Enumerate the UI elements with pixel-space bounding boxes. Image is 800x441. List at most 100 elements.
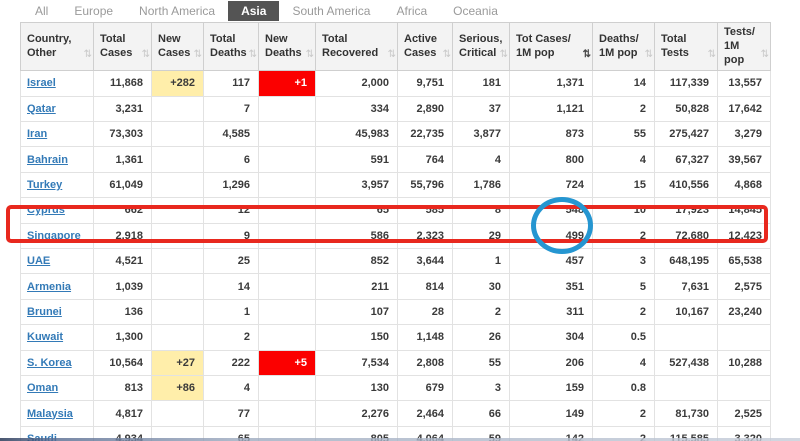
cell-tests-1m-pop: 65,538: [717, 247, 771, 275]
column-header-label: Deaths: [210, 46, 247, 59]
country-link[interactable]: Bahrain: [27, 153, 68, 166]
cell-total-deaths: 9: [203, 222, 259, 249]
cell-new-deaths: +5: [258, 349, 316, 376]
cell-tests-1m-pop: 12,423: [717, 222, 771, 249]
cell-deaths-1m-pop: 14: [592, 70, 655, 97]
cell-serious-critical: 37: [452, 95, 510, 123]
column-header-total-cases[interactable]: Total Cases ⇅: [93, 21, 152, 72]
cell-active-cases: 9,751: [397, 70, 453, 97]
cell-total-cases: 1,300: [93, 324, 152, 351]
column-header-tests-1m-pop[interactable]: Tests/1M pop ⇅: [717, 21, 771, 72]
cell-total-tests: 527,438: [654, 349, 718, 376]
cell-total-cases: 2,918: [93, 222, 152, 249]
tab-all[interactable]: All: [35, 4, 49, 18]
cell-total-recovered: 591: [315, 146, 398, 173]
cell-country: S. Korea: [20, 349, 94, 376]
sort-active-icon[interactable]: ⇅: [582, 48, 591, 60]
country-link[interactable]: S. Korea: [27, 356, 72, 369]
column-header-new-cases[interactable]: New Cases ⇅: [151, 21, 204, 72]
sort-icon[interactable]: ⇅: [193, 48, 202, 60]
column-header-new-deaths[interactable]: New Deaths ⇅: [258, 21, 316, 72]
sort-icon[interactable]: ⇅: [248, 48, 257, 60]
country-link[interactable]: Saudi: [27, 432, 57, 441]
cell-deaths-1m-pop: 4: [592, 146, 655, 173]
column-header-serious-critical[interactable]: Serious, Critical ⇅: [452, 21, 510, 72]
country-link[interactable]: Malaysia: [27, 407, 73, 420]
cell-total-tests: 17,923: [654, 197, 718, 224]
cell-tot-cases-1m-pop: 800: [509, 146, 593, 173]
column-header-total-deaths[interactable]: Total Deaths ⇅: [203, 21, 259, 72]
region-tabs: All Europe North America Asia South America A…: [22, 0, 511, 22]
column-header-label: 1M pop: [724, 39, 745, 66]
tab-africa[interactable]: Africa: [396, 4, 428, 18]
table-row: Armenia 1,039 14 211 814 30 351 5 7,631 2,575: [20, 273, 771, 300]
cell-total-recovered: 211: [315, 273, 398, 300]
cell-tests-1m-pop: 3,279: [717, 121, 771, 148]
tab-europe[interactable]: Europe: [74, 4, 114, 18]
column-header-total-recovered[interactable]: Total Recovered ⇅: [315, 21, 398, 72]
sort-icon[interactable]: ⇅: [83, 48, 92, 60]
country-link[interactable]: Qatar: [27, 102, 56, 115]
column-header-label: Cases: [100, 46, 133, 59]
cell-new-deaths: [258, 298, 316, 326]
cell-serious-critical: 2: [452, 298, 510, 326]
cell-total-cases: 4,817: [93, 400, 152, 427]
cell-tot-cases-1m-pop: 149: [509, 400, 593, 427]
cell-new-deaths: [258, 171, 316, 199]
sort-icon[interactable]: ⇅: [760, 48, 769, 60]
country-link[interactable]: Brunei: [27, 305, 62, 318]
tab-north-america[interactable]: North America: [139, 4, 216, 18]
column-header-label: Active: [404, 32, 438, 45]
cell-new-cases: [151, 273, 204, 300]
country-link[interactable]: Iran: [27, 128, 48, 141]
sort-icon[interactable]: ⇅: [141, 48, 150, 60]
cell-total-recovered: 65: [315, 197, 398, 224]
cell-total-recovered: 852: [315, 247, 398, 275]
country-link[interactable]: Oman: [27, 382, 59, 395]
cell-active-cases: 3,644: [397, 247, 453, 275]
column-header-deaths-1m-pop[interactable]: Deaths/1M pop ⇅: [592, 21, 655, 72]
cell-deaths-1m-pop: 4: [592, 349, 655, 376]
tab-asia[interactable]: Asia: [228, 1, 280, 21]
sort-icon[interactable]: ⇅: [442, 48, 451, 60]
tab-oceania[interactable]: Oceania: [453, 4, 498, 18]
cell-new-cases: [151, 146, 204, 173]
column-header-label: Serious,: [459, 32, 503, 45]
cell-active-cases: 55,796: [397, 171, 453, 199]
country-link[interactable]: Armenia: [27, 280, 72, 293]
countries-table: Country, Other ⇅ Total Cases ⇅ New Cases ⇅ Total D…: [20, 21, 771, 441]
cell-total-tests: 72,680: [654, 222, 718, 249]
column-header-total-tests[interactable]: Total Tests ⇅: [654, 21, 718, 72]
country-link[interactable]: Israel: [27, 77, 56, 90]
column-header-label: Country,: [27, 32, 72, 45]
cell-active-cases: 2,890: [397, 95, 453, 123]
sort-icon[interactable]: ⇅: [644, 48, 653, 60]
column-header-active-cases[interactable]: Active Cases ⇅: [397, 21, 453, 72]
cell-deaths-1m-pop: 5: [592, 273, 655, 300]
country-link[interactable]: Cyprus: [27, 204, 65, 217]
cell-total-deaths: 1,296: [203, 171, 259, 199]
country-link[interactable]: Singapore: [27, 229, 81, 242]
column-header-country[interactable]: Country, Other ⇅: [20, 21, 94, 72]
tab-south-america[interactable]: South America: [292, 4, 371, 18]
sort-icon[interactable]: ⇅: [387, 48, 396, 60]
column-header-label: Total: [210, 32, 236, 45]
sort-icon[interactable]: ⇅: [305, 48, 314, 60]
cell-tests-1m-pop: 2,525: [717, 400, 771, 427]
cell-total-cases: 662: [93, 197, 152, 224]
country-link[interactable]: Kuwait: [27, 331, 64, 344]
cell-deaths-1m-pop: 2: [592, 95, 655, 123]
cell-tot-cases-1m-pop: 499: [509, 222, 593, 249]
country-link[interactable]: Turkey: [27, 179, 63, 191]
column-header-tot-cases-1m-pop[interactable]: Tot Cases/1M pop ⇅: [509, 21, 593, 72]
column-header-label: Cases: [158, 46, 191, 59]
country-link[interactable]: UAE: [27, 255, 51, 268]
cell-total-cases: 136: [93, 298, 152, 326]
cell-total-tests: 81,730: [654, 400, 718, 427]
cell-new-deaths: [258, 146, 316, 173]
cell-tot-cases-1m-pop: 724: [509, 171, 593, 199]
sort-icon[interactable]: ⇅: [499, 48, 508, 60]
sort-icon[interactable]: ⇅: [707, 48, 716, 60]
cell-new-cases: [151, 222, 204, 249]
cell-total-recovered: 2,276: [315, 400, 398, 427]
